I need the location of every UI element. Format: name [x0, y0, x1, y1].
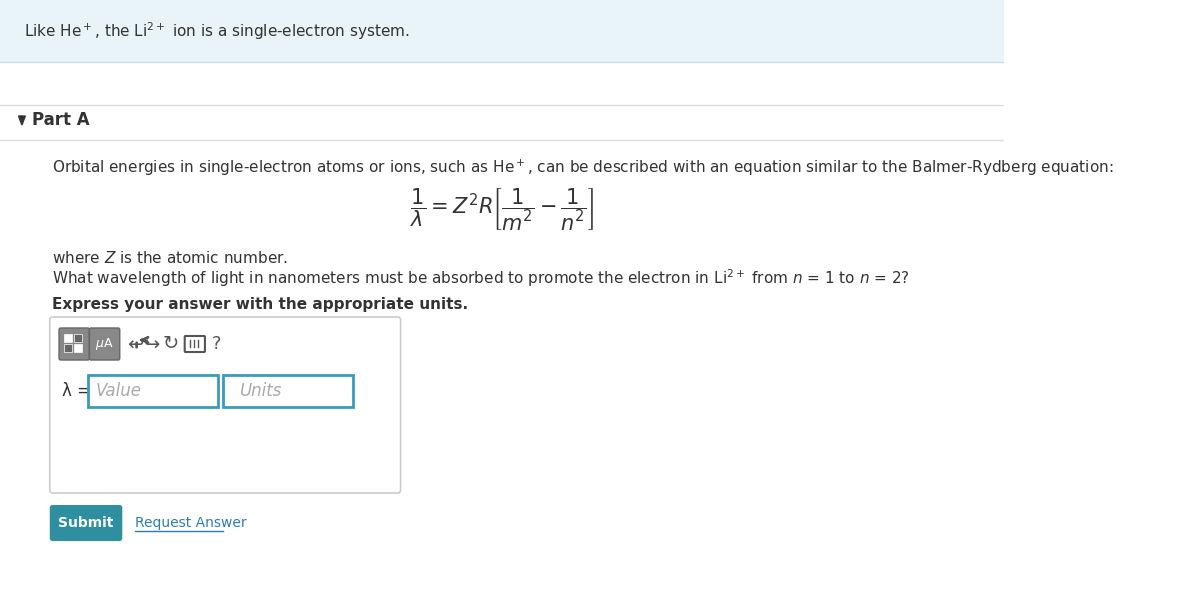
- FancyBboxPatch shape: [0, 0, 1004, 62]
- Polygon shape: [19, 116, 25, 125]
- Text: Value: Value: [96, 382, 142, 400]
- FancyBboxPatch shape: [50, 505, 123, 541]
- Text: Units: Units: [239, 382, 282, 400]
- Text: where $Z$ is the atomic number.: where $Z$ is the atomic number.: [52, 250, 288, 266]
- Text: ↪: ↪: [144, 334, 160, 353]
- Text: λ =: λ =: [62, 382, 92, 400]
- FancyBboxPatch shape: [64, 344, 71, 352]
- Text: Orbital energies in single-electron atoms or ions, such as $\mathregular{He}^+$,: Orbital energies in single-electron atom…: [52, 158, 1114, 178]
- FancyBboxPatch shape: [88, 375, 218, 407]
- FancyBboxPatch shape: [64, 334, 71, 342]
- FancyBboxPatch shape: [60, 328, 89, 360]
- FancyBboxPatch shape: [89, 328, 120, 360]
- Text: $\dfrac{1}{\lambda} = Z^2R\left[\dfrac{1}{m^2} - \dfrac{1}{n^2}\right]$: $\dfrac{1}{\lambda} = Z^2R\left[\dfrac{1…: [410, 187, 594, 233]
- Text: What wavelength of light in nanometers must be absorbed to promote the electron : What wavelength of light in nanometers m…: [52, 267, 910, 289]
- Text: ?: ?: [212, 335, 222, 353]
- Text: ↻: ↻: [162, 334, 179, 353]
- Text: Submit: Submit: [58, 516, 113, 530]
- Text: Express your answer with the appropriate units.: Express your answer with the appropriate…: [52, 297, 468, 312]
- FancyBboxPatch shape: [50, 317, 400, 493]
- Text: Like $\mathregular{He}^+$, the $\mathregular{Li}^{2+}$ ion is a single-electron : Like $\mathregular{He}^+$, the $\mathreg…: [24, 20, 410, 42]
- Text: Request Answer: Request Answer: [135, 516, 247, 530]
- Text: $\mu$A: $\mu$A: [95, 336, 114, 352]
- Text: Part A: Part A: [32, 111, 89, 129]
- FancyBboxPatch shape: [74, 344, 82, 352]
- FancyBboxPatch shape: [74, 334, 82, 342]
- FancyBboxPatch shape: [223, 375, 354, 407]
- Text: ↩: ↩: [126, 334, 143, 353]
